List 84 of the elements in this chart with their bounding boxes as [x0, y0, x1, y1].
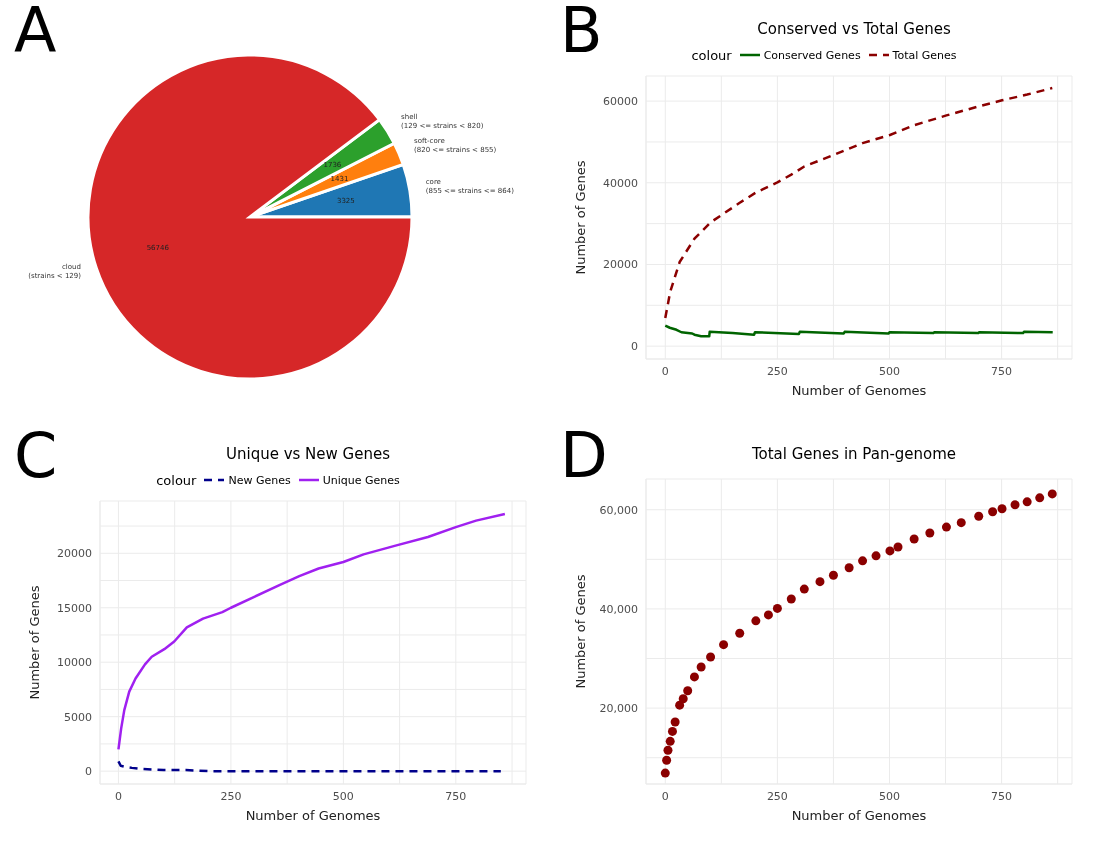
- point: [858, 556, 868, 566]
- x-tick-label: 250: [766, 364, 788, 378]
- line-series: [117, 760, 503, 773]
- x-tick-label: 750: [991, 364, 1013, 378]
- point: [988, 507, 998, 517]
- point: [1035, 493, 1045, 503]
- point: [1022, 497, 1032, 507]
- point: [844, 563, 854, 573]
- point: [751, 616, 761, 626]
- text: C: [14, 419, 58, 492]
- point: [941, 522, 951, 532]
- text: B: [560, 0, 603, 67]
- y-tick-label: 40,000: [599, 602, 638, 616]
- point: [1047, 489, 1057, 499]
- point: [663, 745, 673, 755]
- x-tick-label: 750: [991, 789, 1013, 803]
- point: [925, 528, 935, 538]
- point: [956, 518, 966, 528]
- y-tick-label: 20000: [603, 258, 638, 272]
- legend-label: New Genes: [228, 473, 291, 487]
- x-axis-title: Number of Genomes: [245, 808, 381, 823]
- legend-label: Conserved Genes: [763, 48, 861, 62]
- point: [909, 534, 919, 544]
- point: [799, 584, 809, 594]
- point: [815, 577, 825, 587]
- x-tick-label: 250: [766, 789, 788, 803]
- legend-title: colour: [691, 47, 732, 63]
- legend-title: colour: [156, 472, 197, 488]
- line-series: [664, 324, 1054, 338]
- line-series: [117, 512, 507, 751]
- text: A: [14, 0, 57, 67]
- point: [670, 717, 680, 727]
- point: [683, 686, 693, 696]
- point: [696, 662, 706, 672]
- x-axis-title: Number of Genomes: [791, 808, 927, 823]
- point: [828, 570, 838, 580]
- legend-label: Unique Genes: [322, 473, 400, 487]
- chart-title: Conserved vs Total Genes: [757, 20, 951, 38]
- point: [719, 640, 729, 650]
- legend-label: Total Genes: [892, 48, 957, 62]
- x-tick-label: 250: [220, 789, 242, 803]
- y-tick-label: 10000: [57, 656, 92, 670]
- x-tick-label: 750: [445, 789, 467, 803]
- y-tick-label: 40000: [603, 176, 638, 190]
- y-tick-label: 60000: [603, 95, 638, 109]
- y-tick-label: 5000: [64, 710, 92, 724]
- point: [662, 755, 672, 765]
- y-axis-title: Number of Genes: [572, 574, 588, 689]
- x-tick-label: 500: [878, 364, 900, 378]
- x-axis-title: Number of Genomes: [791, 383, 927, 398]
- y-tick-label: 0: [85, 765, 92, 779]
- point: [871, 551, 881, 561]
- text: D: [560, 419, 608, 492]
- x-tick-label: 0: [114, 789, 122, 803]
- point: [893, 542, 903, 552]
- x-tick-label: 0: [661, 789, 669, 803]
- chart-title: Total Genes in Pan-genome: [751, 445, 957, 463]
- y-tick-label: 15000: [57, 601, 92, 615]
- point: [997, 504, 1007, 514]
- x-tick-label: 0: [661, 364, 669, 378]
- point: [1010, 500, 1020, 510]
- y-axis-title: Number of Genes: [26, 585, 42, 700]
- point: [885, 546, 895, 556]
- point: [675, 700, 685, 710]
- point: [665, 736, 675, 746]
- point: [735, 628, 745, 638]
- point: [974, 511, 984, 521]
- point: [660, 768, 670, 778]
- point: [689, 672, 699, 682]
- y-tick-label: 60,000: [599, 503, 638, 517]
- y-axis-title: Number of Genes: [572, 160, 588, 275]
- point: [763, 610, 773, 620]
- x-tick-label: 500: [878, 789, 900, 803]
- point: [667, 726, 677, 736]
- x-tick-label: 500: [332, 789, 354, 803]
- point: [786, 594, 796, 604]
- y-tick-label: 20,000: [599, 702, 638, 716]
- chart-title: Unique vs New Genes: [225, 445, 391, 463]
- y-tick-label: 20000: [57, 547, 92, 561]
- point: [678, 694, 688, 704]
- y-tick-label: 0: [631, 340, 638, 354]
- line-series: [664, 86, 1054, 320]
- point: [772, 603, 782, 613]
- point: [706, 652, 716, 662]
